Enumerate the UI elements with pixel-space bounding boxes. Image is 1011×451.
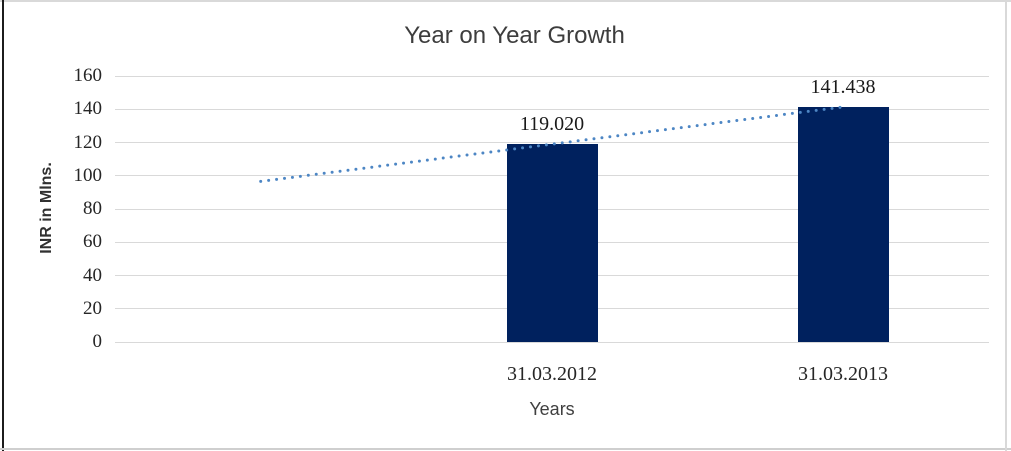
bar — [798, 107, 889, 342]
plot-gridline — [115, 142, 989, 143]
plot-gridline — [115, 108, 989, 110]
y-axis-tick-label: 60 — [83, 231, 102, 252]
y-axis-tick-label: 20 — [83, 298, 102, 319]
frame-bottom-border — [0, 448, 1011, 450]
y-axis-tick-label: 0 — [92, 331, 103, 352]
y-axis-tick-label: 120 — [73, 132, 103, 153]
bar-data-label: 141.438 — [810, 76, 876, 98]
trendline — [259, 105, 845, 183]
bar-data-label: 119.020 — [519, 113, 585, 135]
plot-gridline — [115, 75, 989, 77]
frame-right-border — [1005, 0, 1007, 451]
plot-gridline — [115, 341, 989, 343]
y-axis-tick-label: 160 — [73, 65, 103, 86]
x-axis-tick-label: 31.03.2013 — [798, 363, 888, 385]
y-axis-tick-label: 100 — [73, 165, 103, 186]
y-axis-tick-label: 140 — [73, 98, 103, 119]
frame-left-border — [2, 0, 4, 451]
y-axis-tick-label: 40 — [83, 265, 102, 286]
y-axis-tick-label: 80 — [83, 198, 102, 219]
frame-top-border — [0, 0, 1011, 2]
x-axis-title: Years — [529, 399, 575, 419]
bar — [507, 144, 598, 342]
chart-title: Year on Year Growth — [404, 22, 625, 49]
x-axis-tick-label: 31.03.2012 — [507, 363, 597, 385]
